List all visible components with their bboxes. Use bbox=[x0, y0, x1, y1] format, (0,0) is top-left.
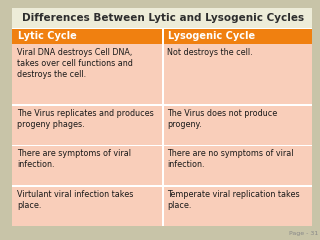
Bar bbox=[12, 185, 312, 186]
Text: The Virus does not produce
progeny.: The Virus does not produce progeny. bbox=[167, 109, 277, 129]
Bar bbox=[162, 186, 164, 226]
Bar bbox=[162, 145, 164, 186]
Text: Page - 31: Page - 31 bbox=[289, 231, 318, 236]
Text: Temperate viral replication takes
place.: Temperate viral replication takes place. bbox=[167, 190, 300, 210]
Text: There are symptoms of viral
infection.: There are symptoms of viral infection. bbox=[17, 149, 131, 169]
Bar bbox=[12, 186, 312, 226]
Bar bbox=[12, 8, 16, 226]
Bar bbox=[162, 105, 164, 145]
Text: Lysogenic Cycle: Lysogenic Cycle bbox=[168, 31, 255, 41]
Bar bbox=[12, 145, 312, 146]
Bar bbox=[12, 105, 312, 145]
Text: The Virus replicates and produces
progeny phages.: The Virus replicates and produces progen… bbox=[17, 109, 154, 129]
Bar bbox=[12, 145, 312, 186]
Bar bbox=[12, 8, 312, 28]
Bar bbox=[12, 28, 312, 29]
Text: There are no symptoms of viral
infection.: There are no symptoms of viral infection… bbox=[167, 149, 293, 169]
Bar bbox=[12, 44, 312, 105]
Text: Lytic Cycle: Lytic Cycle bbox=[18, 31, 77, 41]
Text: Not destroys the cell.: Not destroys the cell. bbox=[167, 48, 252, 57]
Text: Viral DNA destroys Cell DNA,
takes over cell functions and
destroys the cell.: Viral DNA destroys Cell DNA, takes over … bbox=[17, 48, 133, 79]
Bar bbox=[12, 28, 312, 44]
Text: Virtulant viral infection takes
place.: Virtulant viral infection takes place. bbox=[17, 190, 133, 210]
Bar bbox=[162, 28, 164, 44]
Bar bbox=[12, 104, 312, 106]
Bar bbox=[162, 44, 164, 105]
Text: Differences Between Lytic and Lysogenic Cycles: Differences Between Lytic and Lysogenic … bbox=[22, 13, 304, 23]
